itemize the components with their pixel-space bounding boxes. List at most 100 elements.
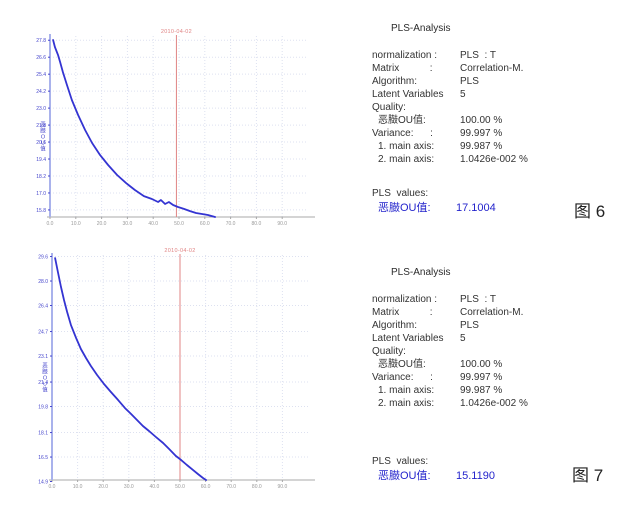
analysis-row-label: Matrix : (372, 307, 433, 318)
x-tick-label: 70.0 (226, 221, 236, 227)
y-tick-label: 24.2 (36, 89, 46, 95)
result-value: 17.1004 (456, 202, 496, 214)
y-axis-title-glyph: U (41, 141, 45, 147)
analysis-row-label: Variance: : (372, 128, 433, 139)
cursor-label: 2010-04-02 (161, 29, 192, 35)
x-tick-label: 50.0 (175, 484, 185, 490)
analysis-row: 1. main axis: 99.987 % (378, 140, 622, 153)
y-axis-title-glyph: 值 (40, 145, 46, 153)
analysis-row: 2. main axis: 1.0426e-002 % (378, 397, 622, 410)
figure-caption-7: 图 7 (572, 466, 604, 485)
analysis-row: normalization : PLS : T (372, 293, 622, 306)
analysis-row-value: 5 (460, 89, 466, 100)
analysis-row-value: 100.00 % (460, 115, 503, 126)
data-curve (54, 257, 208, 481)
analysis-row-label: 2. main axis: (378, 154, 435, 165)
y-tick-label: 19.8 (38, 405, 48, 411)
y-axis-title-glyph: 值 (42, 386, 48, 394)
analysis-row-label: Quality: (372, 346, 406, 357)
analysis-row-label: normalization : (372, 294, 438, 305)
x-tick-label: 30.0 (123, 221, 133, 227)
pls-analysis-panel-1: PLS-Analysis normalization : PLS : T Matri… (372, 22, 622, 166)
result-value: 15.1190 (456, 470, 495, 482)
analysis-row: Algorithm: PLS (372, 319, 622, 332)
analysis-row: Latent Variables 5 (372, 332, 622, 345)
y-tick-label: 14.9 (38, 480, 48, 486)
x-tick-label: 60.0 (201, 484, 211, 490)
analysis-row-value: 5 (460, 333, 466, 344)
x-tick-label: 30.0 (124, 484, 134, 490)
analysis-row: 1. main axis: 99.987 % (378, 384, 622, 397)
x-tick-label: 90.0 (278, 484, 288, 490)
result-heading: PLS values: (372, 188, 429, 199)
y-tick-label: 15.8 (36, 208, 46, 214)
analysis-row-value: PLS (460, 320, 479, 331)
result-label: 恶臌OU值: (378, 470, 431, 482)
analysis-rows: normalization : PLS : T Matrix : Correlatio… (372, 293, 622, 410)
y-tick-label: 26.4 (38, 304, 48, 310)
analysis-row-value: PLS : T (460, 294, 496, 305)
analysis-row: 恶臌OU值: 100.00 % (378, 114, 622, 127)
analysis-row-label: Quality: (372, 102, 406, 113)
analysis-row: normalization : PLS : T (372, 49, 622, 62)
analysis-row-value: Correlation-M. (460, 63, 524, 74)
y-tick-label: 29.6 (38, 255, 48, 261)
analysis-row: Matrix : Correlation-M. (372, 306, 622, 319)
y-tick-label: 21.4 (38, 380, 48, 386)
result-line: 恶臌OU值: 17.1004 (372, 202, 496, 214)
x-tick-label: 10.0 (71, 221, 81, 227)
analysis-row-value: 99.987 % (460, 141, 503, 152)
cursor-label: 2010-04-02 (164, 248, 195, 254)
pls-result-2: PLS values: 恶臌OU值: 15.1190 (372, 456, 495, 482)
analysis-row-label: normalization : (372, 50, 438, 61)
y-tick-label: 16.5 (38, 455, 48, 461)
analysis-rows: normalization : PLS : T Matrix : Correlatio… (372, 49, 622, 166)
x-tick-label: 10.0 (73, 484, 83, 490)
analysis-row-label: 2. main axis: (378, 398, 435, 409)
y-tick-label: 23.1 (38, 354, 48, 360)
y-tick-label: 20.6 (36, 140, 46, 146)
y-axis-title-glyph: 臌 (40, 127, 46, 135)
analysis-row-label: Algorithm: (372, 76, 418, 87)
analysis-row-label: Latent Variables (372, 333, 444, 344)
result-heading: PLS values: (372, 456, 429, 467)
x-tick-label: 80.0 (252, 484, 262, 490)
analysis-row-label: Algorithm: (372, 320, 418, 331)
result-label: 恶臌OU值: (378, 202, 431, 214)
analysis-row-label: Variance: : (372, 372, 433, 383)
data-curve (52, 39, 217, 218)
analysis-row: Latent Variables 5 (372, 88, 622, 101)
y-tick-label: 26.6 (36, 55, 46, 61)
x-tick-label: 40.0 (150, 484, 160, 490)
analysis-row: Algorithm: PLS (372, 75, 622, 88)
pls-analysis-panel-2: PLS-Analysis normalization : PLS : T Matri… (372, 266, 622, 410)
y-tick-label: 23.0 (36, 106, 46, 112)
analysis-row-label: 1. main axis: (378, 385, 435, 396)
analysis-row-label: 1. main axis: (378, 141, 435, 152)
analysis-row: Quality: (372, 101, 622, 114)
y-tick-label: 19.4 (36, 157, 46, 163)
x-tick-label: 90.0 (277, 221, 287, 227)
analysis-row-label: 恶臌OU值: (378, 115, 426, 126)
analysis-row-value: PLS (460, 76, 479, 87)
result-line: 恶臌OU值: 15.1190 (372, 470, 495, 482)
analysis-row-value: 1.0426e-002 % (460, 398, 528, 409)
y-axis-title-glyph: O (41, 135, 46, 141)
x-tick-label: 0.0 (47, 221, 54, 227)
y-tick-label: 18.1 (38, 431, 48, 437)
analysis-row-label: Matrix : (372, 63, 433, 74)
analysis-row-value: 99.997 % (460, 128, 503, 139)
y-axis-title-glyph: 恶 (40, 122, 46, 129)
x-tick-label: 0.0 (49, 484, 56, 490)
y-tick-label: 21.8 (36, 123, 46, 129)
pls-result-1: PLS values: 恶臌OU值: 17.1004 (372, 188, 496, 214)
x-tick-label: 20.0 (97, 221, 107, 227)
panel-title: PLS-Analysis (391, 23, 451, 34)
y-tick-label: 17.0 (36, 191, 46, 197)
pls-score-plot-figure7: 0.0 10.0 20.0 30.0 40.0 50.0 60.0 70.0 80.0 90.0 2… (38, 248, 315, 490)
x-tick-label: 40.0 (148, 221, 158, 227)
x-tick-label: 80.0 (252, 221, 262, 227)
panel-title: PLS-Analysis (391, 267, 451, 278)
analysis-row-value: 1.0426e-002 % (460, 154, 528, 165)
